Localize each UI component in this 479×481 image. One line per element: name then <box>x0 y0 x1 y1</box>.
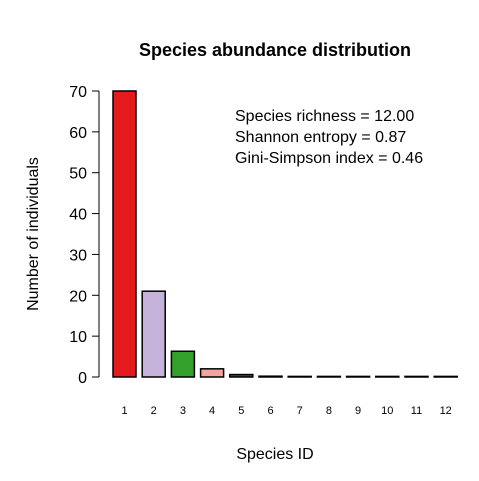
bar-species-7 <box>287 375 312 378</box>
x-tick-label: 9 <box>355 405 361 417</box>
y-tick-label: 30 <box>69 247 87 264</box>
y-axis: 0 10 20 30 40 50 60 70 <box>69 84 100 387</box>
bar-species-9 <box>345 375 371 378</box>
bar-species-1 <box>112 90 137 378</box>
x-tick-label: 7 <box>297 405 303 417</box>
x-tick-label: 2 <box>151 405 157 417</box>
x-tick-label: 12 <box>440 405 452 417</box>
x-tick-label: 6 <box>267 405 273 417</box>
y-tick-label: 0 <box>78 370 87 387</box>
y-axis-label: Number of individuals <box>25 157 42 311</box>
x-tick-label: 3 <box>180 405 186 417</box>
x-axis-label: Species ID <box>236 446 313 463</box>
y-tick-label: 50 <box>69 166 87 183</box>
bar-species-10 <box>375 375 400 378</box>
stats-annotations: Species richness = 12.00 Shannon entropy … <box>235 108 423 167</box>
bar-species-2 <box>141 290 166 378</box>
stat-annotation: Gini-Simpson index = 0.46 <box>235 150 423 167</box>
bar-species-4 <box>199 368 225 378</box>
x-tick-label: 8 <box>326 405 332 417</box>
chart-title: Species abundance distribution <box>139 40 411 60</box>
bar-species-12 <box>433 375 458 378</box>
y-tick-label: 60 <box>69 125 87 142</box>
x-tick-label: 10 <box>381 405 393 417</box>
stat-annotation: Shannon entropy = 0.87 <box>235 129 406 146</box>
bar-species-5 <box>229 373 254 378</box>
bar-species-3 <box>170 350 196 378</box>
y-tick-label: 40 <box>69 207 87 224</box>
x-tick-label: 5 <box>238 405 244 417</box>
x-tick-label: 1 <box>121 405 127 417</box>
x-tick-label: 4 <box>209 405 215 417</box>
bar-species-6 <box>258 375 283 378</box>
x-tick-label: 11 <box>411 405 422 417</box>
y-tick-label: 10 <box>69 329 87 346</box>
bar-species-8 <box>316 375 342 378</box>
bars-group <box>112 90 458 378</box>
x-tick-labels: 1 2 3 4 5 6 7 8 9 10 11 12 <box>121 405 451 417</box>
bar-species-11 <box>404 375 429 378</box>
stat-annotation: Species richness = 12.00 <box>235 108 414 125</box>
y-tick-label: 70 <box>69 84 87 101</box>
y-tick-label: 20 <box>69 288 87 305</box>
